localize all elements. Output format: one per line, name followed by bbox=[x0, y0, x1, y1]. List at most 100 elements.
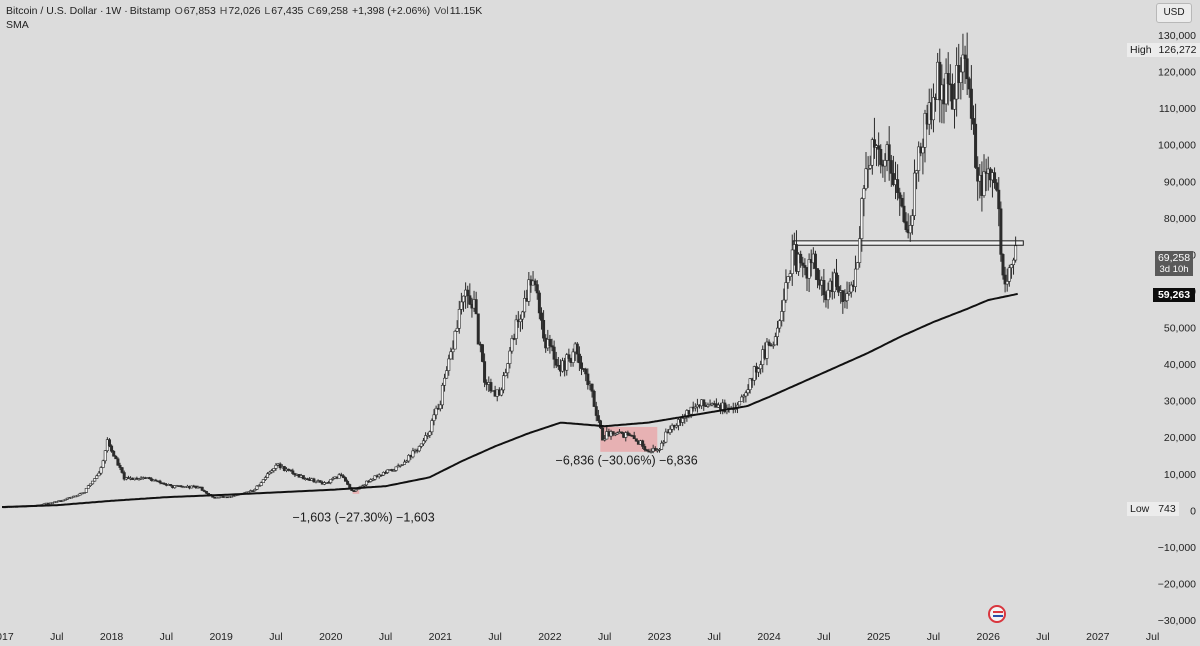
candle-body bbox=[999, 208, 1003, 255]
candle-body bbox=[662, 441, 666, 444]
time-axis-tick: 2024 bbox=[757, 631, 781, 643]
sma-value: 59,263 bbox=[1157, 289, 1191, 301]
candle-body bbox=[843, 300, 847, 302]
candle-body bbox=[550, 345, 554, 348]
flag-badge-icon[interactable] bbox=[988, 605, 1006, 623]
candle-body bbox=[1007, 267, 1011, 282]
candle-body bbox=[259, 482, 263, 486]
candle-body bbox=[539, 312, 543, 321]
time-axis-tick: 2023 bbox=[648, 631, 672, 643]
candle-body bbox=[780, 311, 784, 322]
candle-body bbox=[782, 299, 786, 312]
candle-body bbox=[403, 461, 407, 465]
time-axis-tick: Jul bbox=[708, 631, 721, 643]
candle-body bbox=[407, 455, 411, 462]
candle-body bbox=[158, 480, 162, 484]
price-axis-tick: 30,000 bbox=[1164, 396, 1196, 408]
candle-body bbox=[499, 389, 503, 396]
high-value: 72,026 bbox=[228, 5, 261, 17]
candle-body bbox=[708, 404, 712, 407]
candle-body bbox=[411, 450, 415, 458]
candle-body bbox=[455, 327, 459, 332]
candle-body bbox=[944, 73, 948, 105]
sma-indicator-label[interactable]: SMA bbox=[6, 19, 29, 31]
candle-body bbox=[55, 501, 59, 503]
symbol-legend: Bitcoin / U.S. Dollar · 1W · Bitstamp O67,85… bbox=[6, 5, 483, 17]
symbol-name[interactable]: Bitcoin / U.S. Dollar bbox=[6, 5, 98, 17]
candle-body bbox=[974, 123, 978, 168]
candle-body bbox=[594, 406, 598, 416]
candle-body bbox=[110, 445, 114, 452]
candle-body bbox=[784, 282, 788, 301]
candle-body bbox=[521, 311, 525, 320]
candle-body bbox=[858, 238, 862, 263]
candle-body bbox=[742, 395, 746, 398]
candle-body bbox=[982, 171, 986, 196]
candle-body bbox=[459, 301, 463, 310]
candle-body bbox=[752, 366, 756, 381]
candle-body bbox=[615, 432, 619, 435]
candle-body bbox=[291, 470, 295, 474]
candle-body bbox=[586, 373, 590, 385]
candle-body bbox=[632, 435, 636, 440]
price-axis[interactable]: 130,000 120,000 110,000 100,000 90,000 80,000… bbox=[1158, 30, 1196, 627]
candle-body bbox=[552, 346, 556, 360]
candle-body bbox=[620, 431, 624, 434]
candle-body bbox=[740, 396, 744, 402]
candle-body bbox=[390, 469, 394, 471]
last-price-tag: 69,258 3d 10h bbox=[1155, 251, 1193, 276]
candle-body bbox=[567, 354, 571, 359]
open-value: 67,853 bbox=[183, 5, 216, 17]
time-axis[interactable]: 2017 Jul 2018 Jul 2019 Jul 2020 Jul 2021 Jul 2022 J… bbox=[0, 631, 1159, 643]
candle-body bbox=[799, 253, 803, 264]
time-axis-tick: Jul bbox=[160, 631, 173, 643]
low-tag-label: Low bbox=[1130, 503, 1150, 515]
candle-body bbox=[883, 160, 887, 167]
candle-body bbox=[816, 268, 820, 281]
candle-body bbox=[86, 485, 90, 489]
candle-body bbox=[535, 284, 539, 294]
candle-body bbox=[266, 473, 270, 478]
candle-body bbox=[995, 182, 999, 191]
candle-body bbox=[613, 433, 617, 436]
candle-body bbox=[82, 492, 86, 494]
candle-body bbox=[428, 431, 432, 436]
candle-body bbox=[723, 402, 727, 413]
measurement-box-1 bbox=[352, 490, 360, 494]
candle-body bbox=[856, 262, 860, 270]
candle-body bbox=[580, 362, 584, 369]
price-axis-tick: 0 bbox=[1190, 505, 1196, 517]
candle-body bbox=[953, 98, 957, 110]
candle-body bbox=[426, 435, 430, 437]
candle-body bbox=[301, 475, 305, 480]
candle-body bbox=[263, 477, 267, 480]
candle-body bbox=[775, 327, 779, 337]
candle-body bbox=[938, 61, 942, 101]
candle-body bbox=[318, 480, 322, 483]
candle-body bbox=[653, 448, 657, 451]
candle-body bbox=[312, 478, 316, 483]
interval[interactable]: 1W bbox=[105, 5, 122, 17]
candle-body bbox=[202, 490, 206, 492]
time-axis-tick: 2025 bbox=[867, 631, 891, 643]
candle-body bbox=[440, 384, 444, 406]
candle-body bbox=[329, 479, 333, 483]
candle-body bbox=[417, 446, 421, 452]
candle-body bbox=[1014, 245, 1018, 261]
candle-body bbox=[489, 382, 493, 392]
price-axis-tick: 130,000 bbox=[1158, 30, 1196, 42]
candle-body bbox=[786, 276, 790, 283]
close-value: 69,258 bbox=[315, 5, 349, 17]
candle-body bbox=[430, 420, 434, 433]
candle-body bbox=[847, 291, 851, 294]
candle-body bbox=[261, 479, 265, 483]
candle-body bbox=[967, 78, 971, 90]
candle-body bbox=[462, 295, 466, 303]
candle-body bbox=[179, 485, 183, 488]
currency-button[interactable]: USD bbox=[1156, 3, 1192, 23]
candle-body bbox=[476, 313, 480, 345]
candle-body bbox=[97, 472, 101, 477]
candle-body bbox=[813, 253, 817, 269]
candle-body bbox=[468, 295, 472, 305]
